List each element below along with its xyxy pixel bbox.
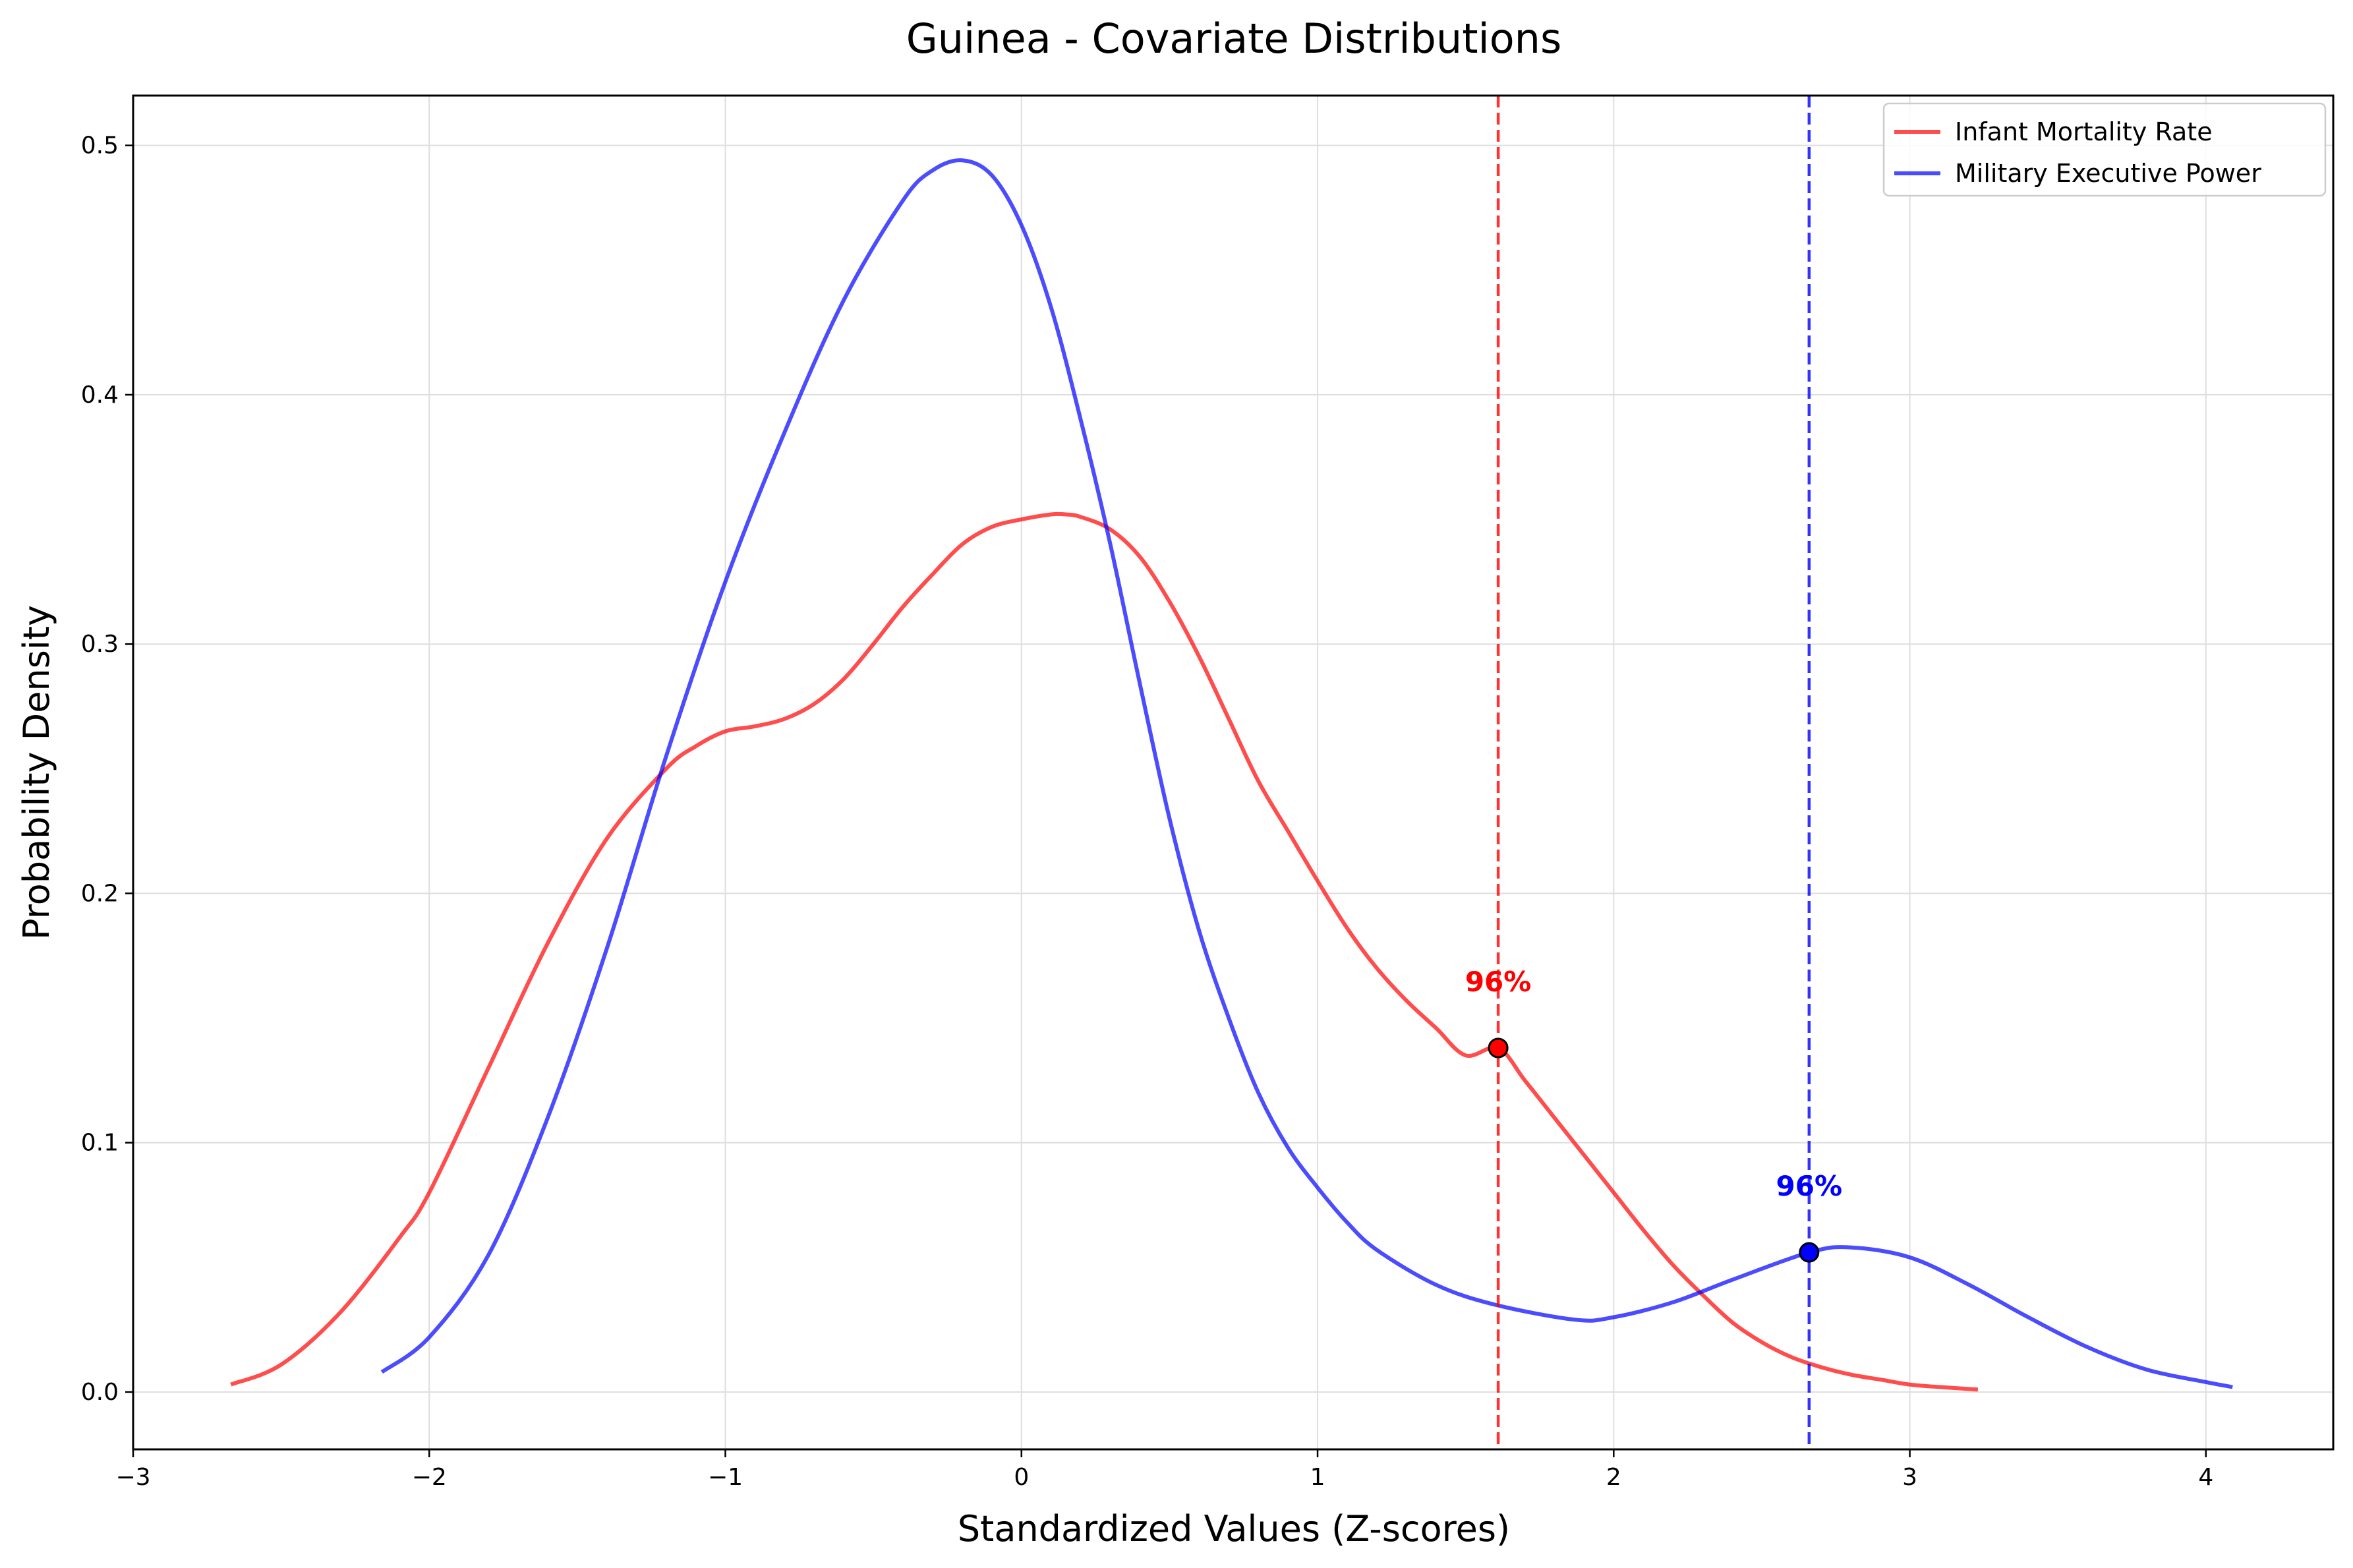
x-tick-label: 1: [1310, 1464, 1325, 1491]
x-tick-label: −3: [115, 1464, 150, 1491]
series-line: [230, 511, 1979, 1392]
x-tick-label: 0: [1014, 1464, 1029, 1491]
series-line: [380, 158, 2233, 1389]
x-axis-label: Standardized Values (Z-scores): [958, 1508, 1510, 1550]
percentile-label: 96%: [1465, 966, 1532, 998]
x-tick-label: 3: [1902, 1464, 1917, 1491]
percentile-marker: [1488, 1037, 1509, 1059]
grid: [132, 96, 2333, 1449]
x-tick-label: 4: [2198, 1464, 2213, 1491]
x-tick-label: −1: [708, 1464, 743, 1491]
x-tick-label: −2: [412, 1464, 447, 1491]
legend-label: Infant Mortality Rate: [1955, 117, 2213, 146]
percentile-label: 96%: [1776, 1170, 1843, 1202]
chart-title: Guinea - Covariate Distributions: [906, 15, 1562, 63]
reference-lines: [1496, 96, 1811, 1449]
y-tick-label: 0.1: [81, 1130, 119, 1157]
legend-label: Military Executive Power: [1955, 159, 2261, 188]
percentile-markers: 96% 96%: [1465, 966, 1843, 1263]
y-axis-label: Probability Density: [16, 605, 57, 940]
percentile-marker: [1799, 1242, 1820, 1263]
plot-frame: [132, 94, 2335, 1451]
y-tick-label: 0.4: [81, 382, 119, 409]
x-tick-label: 2: [1606, 1464, 1621, 1491]
y-tick-label: 0.2: [81, 880, 119, 907]
y-tick-label: 0.0: [81, 1379, 119, 1406]
y-tick-label: 0.5: [81, 132, 119, 160]
axis-ticks: −3 −2 −1 0 1 2 3 4 0.0 0.1 0.2 0.3 0.4 0.5: [81, 132, 2214, 1491]
series-lines: [230, 158, 2233, 1392]
legend: Infant Mortality Rate Military Executive …: [1882, 102, 2327, 197]
legend-box: [1882, 102, 2327, 197]
y-tick-label: 0.3: [81, 631, 119, 658]
